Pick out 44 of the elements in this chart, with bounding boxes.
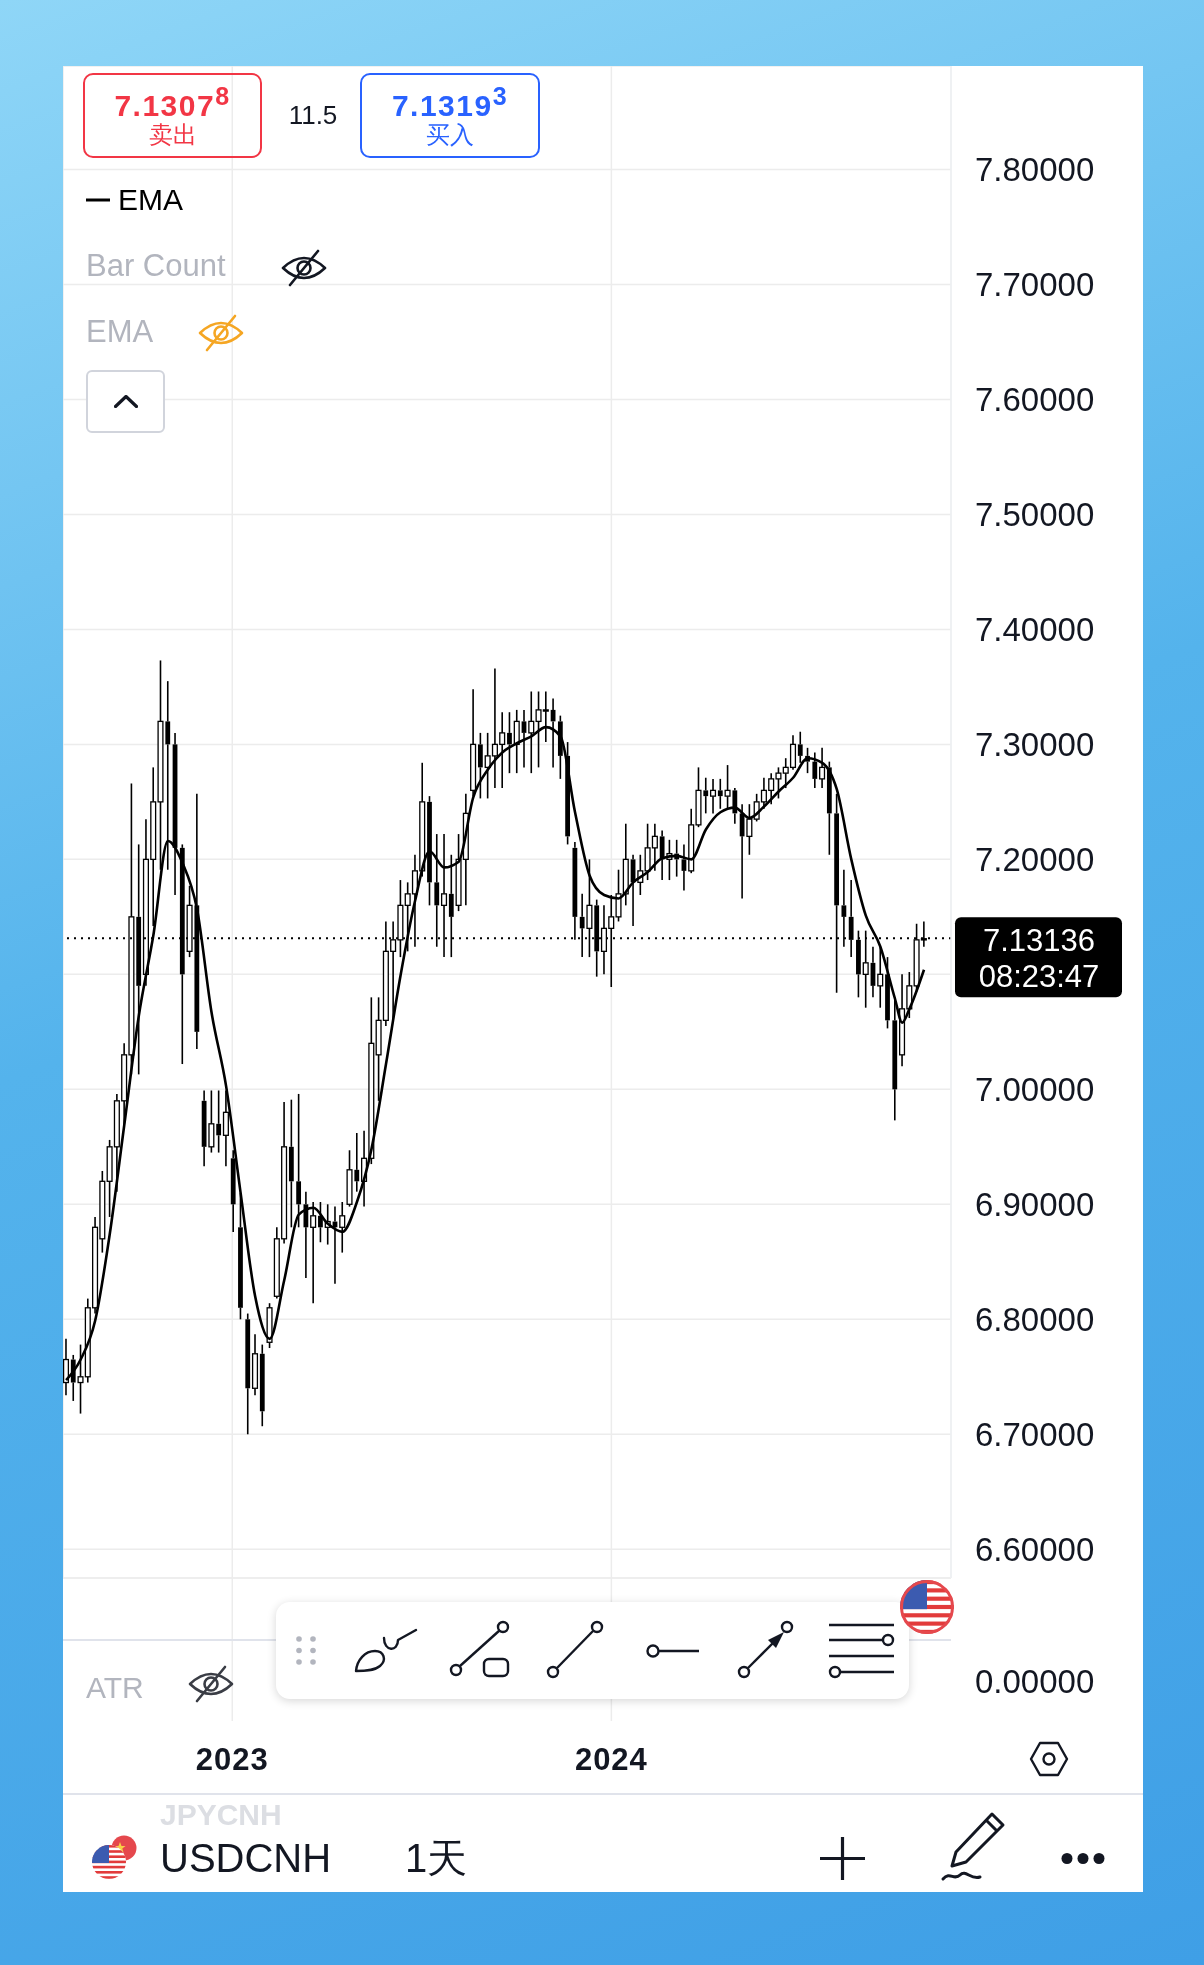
y-tick-label: 7.20000 — [975, 841, 1095, 879]
candlestick — [709, 778, 717, 815]
text: ATR — [86, 1670, 144, 1706]
candlestick — [877, 945, 884, 1009]
candlestick — [222, 1089, 229, 1168]
text: 1天 — [405, 1835, 468, 1882]
annotation: Bar Count — [86, 247, 226, 285]
y-tick-label: 6.80000 — [975, 1301, 1095, 1339]
y-tick-label: 6.60000 — [975, 1530, 1095, 1568]
text: 0.00000 — [975, 1662, 1095, 1702]
candlestick — [251, 1333, 259, 1396]
y-tick-label: 7.70000 — [975, 266, 1095, 304]
candlestick — [245, 1312, 251, 1436]
candlestick — [288, 1098, 294, 1229]
candlestick — [339, 1201, 346, 1254]
candlestick — [717, 778, 723, 810]
annotation: 11.5 — [287, 100, 339, 132]
y-tick-label: 7.50000 — [975, 496, 1095, 534]
candlestick — [797, 730, 803, 764]
annotation: EMA — [86, 313, 154, 351]
y-tick-label: 7.00000 — [975, 1071, 1095, 1109]
y-tick-label: 7.30000 — [975, 726, 1095, 764]
annotation: 卖出 — [147, 121, 198, 150]
text: 08:23:47 — [978, 958, 1100, 994]
candlestick — [303, 1190, 309, 1279]
annotation: 7.1307$^{8}$ — [113, 81, 232, 123]
candlestick — [812, 751, 818, 789]
candlestick — [310, 1201, 317, 1304]
y-tick-label: 6.90000 — [975, 1186, 1095, 1224]
y-tick-label: 7.60000 — [975, 381, 1095, 419]
y-tick-label: 7.80000 — [975, 151, 1095, 189]
annotation: 7.1319$^{3}$ — [390, 81, 510, 123]
x-tick-label: 2024 — [574, 1741, 648, 1777]
annotation: 买入 — [425, 121, 475, 150]
candlestick — [296, 1093, 302, 1229]
y-tick-label: 6.70000 — [975, 1415, 1095, 1453]
candlestick — [259, 1343, 265, 1428]
ref-line-label: 7.13136 — [982, 922, 1096, 958]
candlestick — [230, 1149, 236, 1233]
candlestick — [819, 747, 826, 789]
legend-label: EMA — [118, 182, 184, 218]
x-tick-label: 2023 — [195, 1741, 269, 1777]
y-tick-label: 7.40000 — [975, 611, 1095, 649]
text: USDCNH — [160, 1835, 332, 1882]
